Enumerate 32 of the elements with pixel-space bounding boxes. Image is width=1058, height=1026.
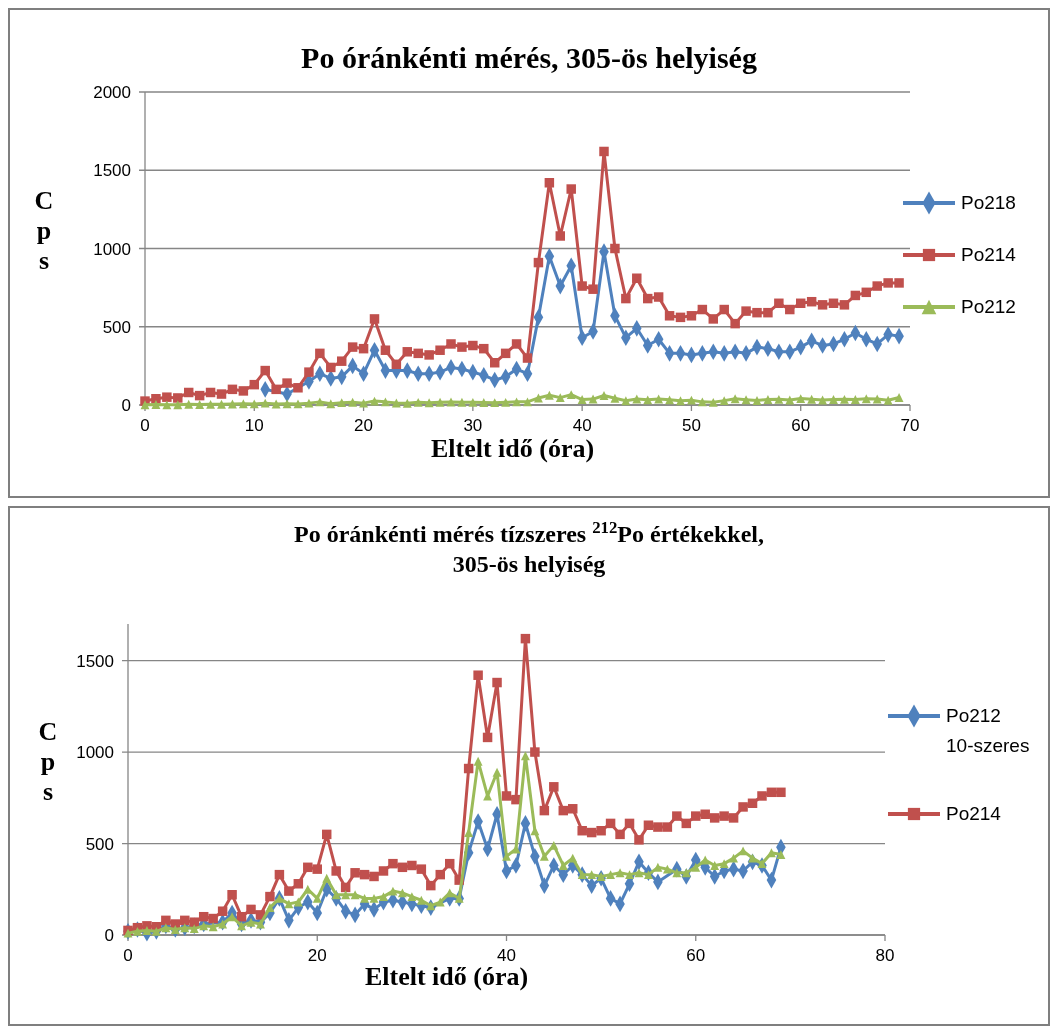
x-tick-label: 10 <box>244 416 264 435</box>
legend-label: Po212 10-szeres <box>946 705 1030 756</box>
x-tick-label: 40 <box>497 946 516 965</box>
legend-label: Po218 <box>961 192 1016 213</box>
x-tick-label: 30 <box>463 416 483 435</box>
x-tick-label: 0 <box>140 416 150 435</box>
x-tick-label: 20 <box>354 416 374 435</box>
y-tick-label: 1500 <box>93 161 131 181</box>
y-tick-label: 0 <box>104 926 114 945</box>
chart-title: Po óránkénti mérés, 305-ös helyiség <box>301 41 757 74</box>
legend-label: Po212 <box>961 296 1016 317</box>
legend-label: Po214 <box>946 803 1002 824</box>
y-tick-label: 2000 <box>93 83 131 102</box>
x-tick-label: 50 <box>681 416 701 435</box>
y-tick-label: 0 <box>121 396 131 415</box>
x-axis-title: Eltelt idő (óra) <box>364 962 529 991</box>
x-axis-title: Eltelt idő (óra) <box>430 434 595 463</box>
x-tick-label: 60 <box>686 946 706 965</box>
x-tick-label: 70 <box>900 416 920 435</box>
y-tick-label: 500 <box>85 834 114 854</box>
y-tick-label: 500 <box>102 317 131 337</box>
legend-label: Po214 <box>961 244 1017 265</box>
x-tick-label: 60 <box>791 416 811 435</box>
y-tick-label: 1500 <box>76 651 114 671</box>
x-tick-label: 20 <box>307 946 327 965</box>
y-tick-label: 1000 <box>93 239 131 259</box>
x-tick-label: 80 <box>875 946 895 965</box>
y-tick-label: 1000 <box>76 743 114 763</box>
chart-title: Po óránkénti mérés tízszeres $^{212}$Po értékekkel, 305-ös helyiség <box>294 517 764 577</box>
y-axis-title: Cps <box>34 185 54 275</box>
y-axis-title: Cps <box>38 716 58 806</box>
x-tick-label: 40 <box>572 416 592 435</box>
